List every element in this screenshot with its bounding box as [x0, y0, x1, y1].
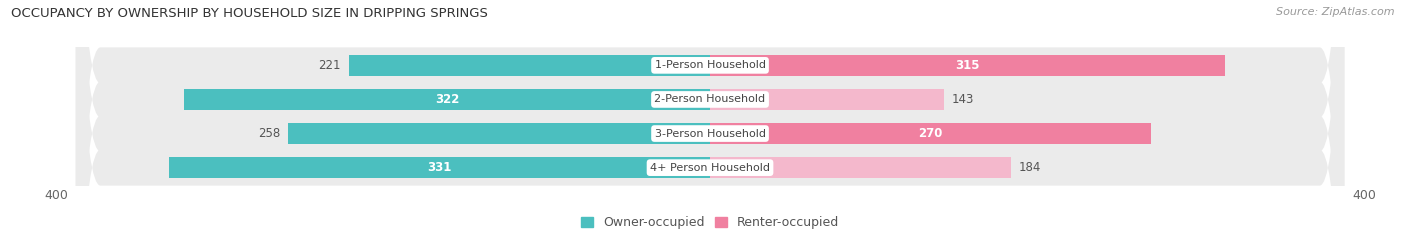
- Bar: [349, 55, 710, 76]
- Text: 2-Person Household: 2-Person Household: [654, 94, 766, 104]
- FancyBboxPatch shape: [76, 0, 1344, 233]
- Legend: Owner-occupied, Renter-occupied: Owner-occupied, Renter-occupied: [581, 216, 839, 229]
- Text: 221: 221: [318, 59, 340, 72]
- Bar: [184, 89, 710, 110]
- Bar: [710, 157, 1011, 178]
- Text: 270: 270: [918, 127, 943, 140]
- Bar: [288, 123, 710, 144]
- Bar: [169, 157, 710, 178]
- Text: 143: 143: [952, 93, 974, 106]
- Text: Source: ZipAtlas.com: Source: ZipAtlas.com: [1277, 7, 1395, 17]
- Bar: [710, 123, 1152, 144]
- Text: 1-Person Household: 1-Person Household: [655, 60, 765, 70]
- FancyBboxPatch shape: [76, 0, 1344, 233]
- Text: 4+ Person Household: 4+ Person Household: [650, 163, 770, 173]
- Text: 322: 322: [434, 93, 460, 106]
- Text: OCCUPANCY BY OWNERSHIP BY HOUSEHOLD SIZE IN DRIPPING SPRINGS: OCCUPANCY BY OWNERSHIP BY HOUSEHOLD SIZE…: [11, 7, 488, 20]
- Bar: [710, 55, 1225, 76]
- FancyBboxPatch shape: [76, 0, 1344, 233]
- Text: 3-Person Household: 3-Person Household: [655, 129, 765, 139]
- Text: 331: 331: [427, 161, 451, 174]
- Bar: [710, 89, 943, 110]
- Text: 184: 184: [1019, 161, 1042, 174]
- FancyBboxPatch shape: [76, 0, 1344, 233]
- Text: 315: 315: [955, 59, 980, 72]
- Text: 258: 258: [257, 127, 280, 140]
